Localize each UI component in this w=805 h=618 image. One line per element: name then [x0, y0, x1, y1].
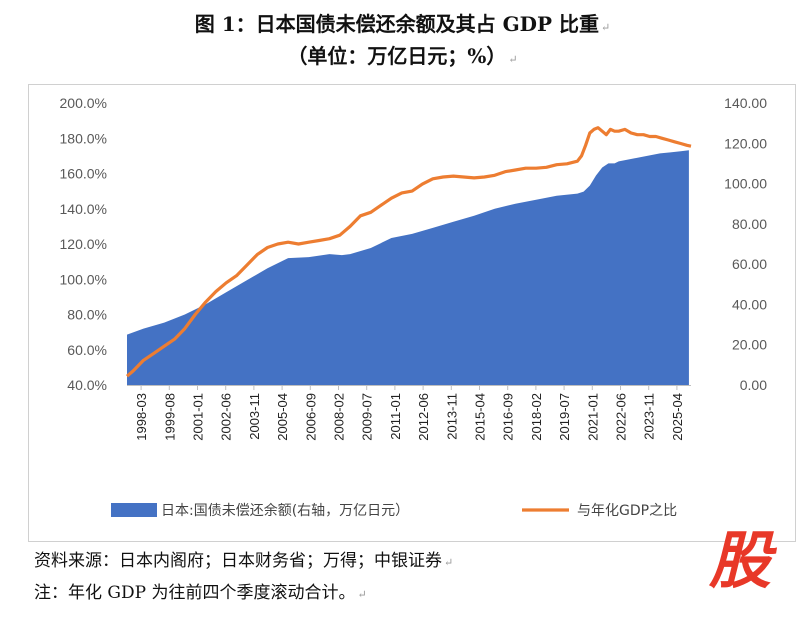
return-mark-icon: ↵	[357, 588, 367, 601]
x-axis-tick-label: 2016-09	[501, 393, 516, 441]
source-note-text: 资料来源：日本内阁府；日本财务省；万得；中银证券	[34, 551, 442, 571]
return-mark-icon: ↵	[508, 53, 518, 66]
legend-label-gdp-ratio: 与年化GDP之比	[577, 503, 677, 519]
right-axis-tick-label: 120.00	[724, 135, 767, 151]
footnote-text: 注：年化 GDP 为往前四个季度滚动合计。	[34, 583, 356, 603]
x-axis-tick-label: 2023-11	[642, 393, 657, 440]
left-axis-tick-label: 180.0%	[60, 130, 107, 146]
chart-frame: 40.0% 60.0% 80.0% 100.0% 120.0% 140.0% 160.0% 1…	[28, 84, 796, 542]
x-axis-tick-label: 2022-06	[614, 393, 629, 441]
x-axis-tick-label: 2011-01	[388, 393, 403, 440]
left-axis-tick-label: 120.0%	[60, 236, 107, 252]
footnote: 注：年化 GDP 为往前四个季度滚动合计。 ↵	[34, 582, 367, 606]
x-axis-tick-label: 2005-04	[275, 393, 290, 441]
x-axis-tick-label: 2021-01	[585, 393, 600, 441]
area-series-debt	[127, 150, 689, 385]
x-axis-tick-label: 2015-04	[473, 393, 488, 441]
x-axis-tick-label: 2012-06	[416, 393, 431, 441]
chart-subtitle: （单位：万亿日元；%） ↵	[0, 44, 805, 72]
x-axis-tick-label: 2013-11	[444, 393, 459, 440]
return-mark-icon: ↵	[601, 21, 611, 34]
right-axis-tick-label: 60.00	[732, 256, 767, 272]
left-axis-tick-label: 100.0%	[60, 271, 107, 287]
chart-subtitle-text: （单位：万亿日元；%）	[287, 44, 507, 68]
x-axis-tick-label: 1998-03	[134, 393, 149, 441]
right-axis-tick-label: 20.00	[732, 337, 767, 353]
x-axis-tick-label: 2003-11	[247, 393, 262, 440]
x-axis-tick-label: 2018-02	[529, 393, 544, 441]
x-axis-tick-label: 2006-09	[303, 393, 318, 441]
chart-title-text: 图 1：日本国债未偿还余额及其占 GDP 比重	[194, 12, 600, 36]
left-axis-tick-label: 80.0%	[67, 307, 107, 323]
x-axis-tick-label: 1999-08	[162, 393, 177, 441]
source-note: 资料来源：日本内阁府；日本财务省；万得；中银证券 ↵	[34, 550, 453, 574]
x-axis-tick-label: 2009-07	[360, 393, 375, 441]
left-axis-tick-label: 160.0%	[60, 166, 107, 182]
left-axis-tick-label: 140.0%	[60, 201, 107, 217]
line-series-gdp-ratio	[125, 126, 692, 378]
left-axis-tick-label: 60.0%	[67, 342, 107, 358]
x-axis-tick-label: 2019-07	[557, 393, 572, 441]
right-axis-tick-label: 140.00	[724, 95, 767, 111]
right-axis-tick-label: 100.00	[724, 176, 767, 192]
left-axis-tick-label: 200.0%	[60, 95, 107, 111]
right-axis-tick-label: 80.00	[732, 216, 767, 232]
legend-swatch-area	[111, 503, 157, 517]
right-axis-tick-label: 40.00	[732, 296, 767, 312]
chart: 40.0% 60.0% 80.0% 100.0% 120.0% 140.0% 160.0% 1…	[60, 95, 768, 519]
x-axis-tick-label: 2008-02	[332, 393, 347, 441]
left-axis-tick-label: 40.0%	[67, 377, 107, 393]
x-axis-tick-label: 2001-01	[191, 393, 206, 441]
x-axis-tick-label: 2025-04	[670, 393, 685, 441]
watermark-logo: 股	[708, 524, 778, 594]
return-mark-icon: ↵	[444, 556, 454, 569]
x-axis-tick-label: 2002-06	[219, 393, 234, 441]
logo-glyph: 股	[708, 524, 778, 594]
chart-title: 图 1：日本国债未偿还余额及其占 GDP 比重 ↵	[0, 12, 805, 40]
right-axis-tick-label: 0.00	[740, 377, 767, 393]
legend-label-debt: 日本:国债未偿还余额(右轴，万亿日元）	[161, 502, 409, 519]
